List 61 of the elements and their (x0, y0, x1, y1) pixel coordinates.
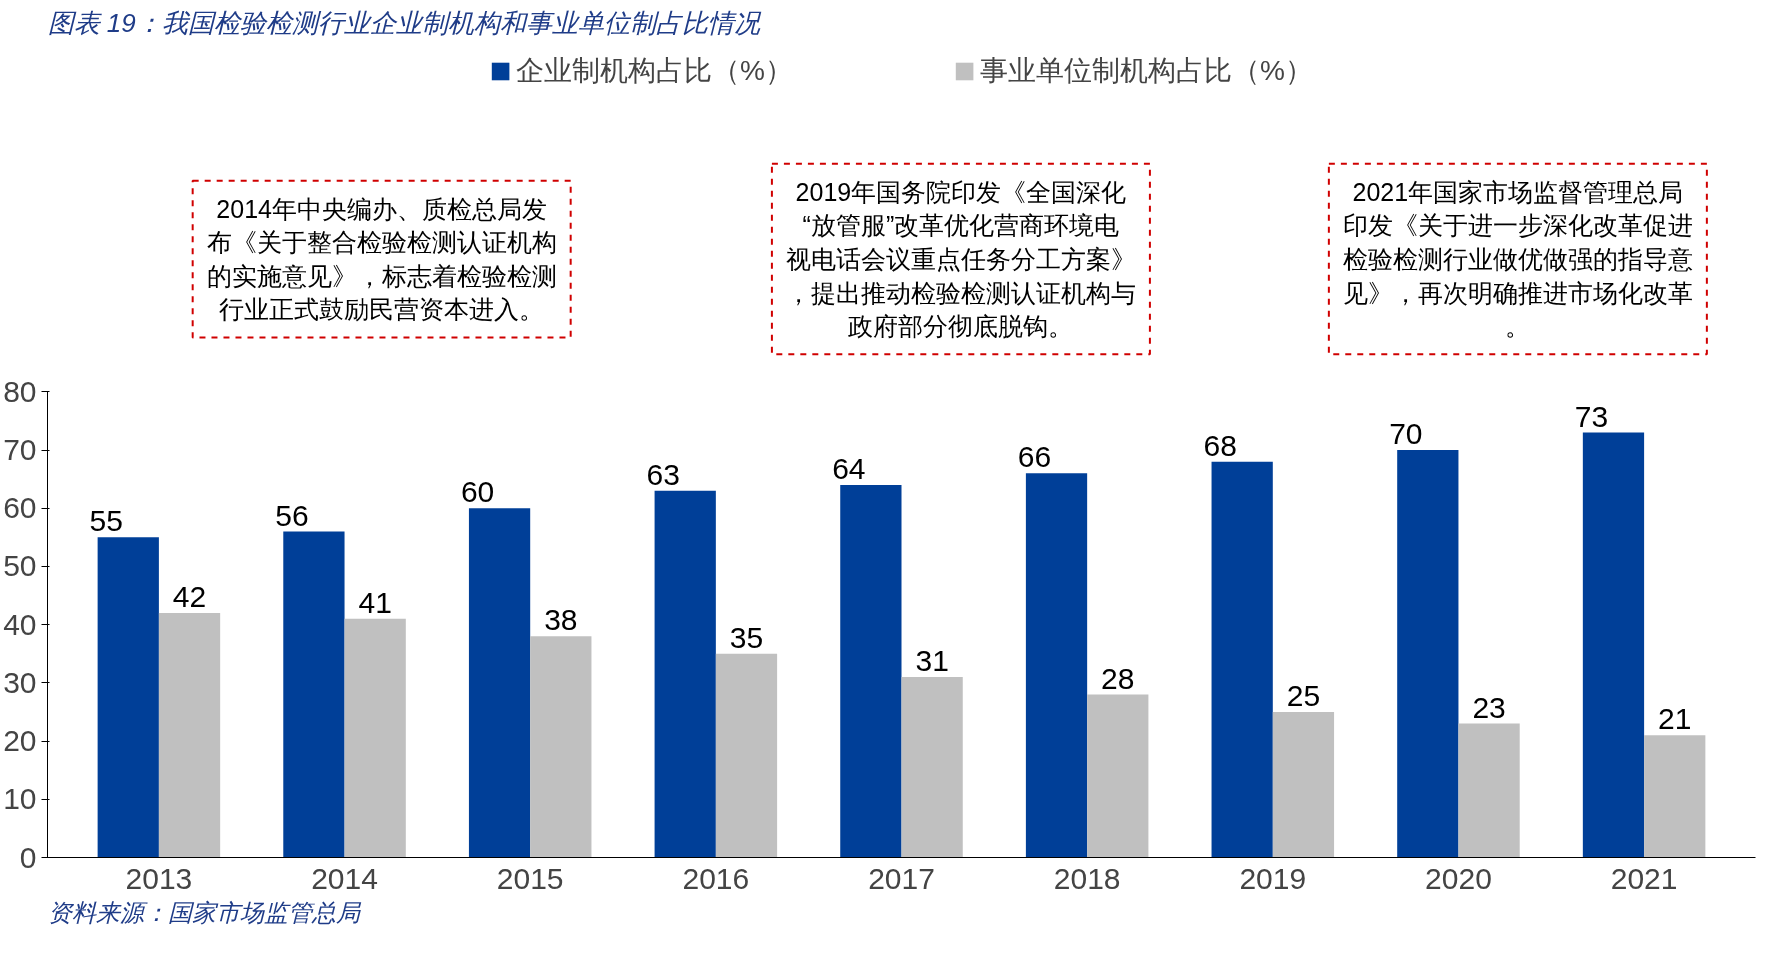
x-tick-label: 2020 (1425, 861, 1492, 895)
bar (1211, 461, 1273, 858)
data-label: 41 (358, 585, 392, 619)
y-tick-label: 30 (3, 665, 37, 699)
y-tick-label: 50 (3, 549, 37, 583)
text: 2021年国家市场监督管理总局印发《关于进一步深化改革促进检验检测行业做优做强的指导意见》，再次明确推进市场化改革。 (1342, 177, 1693, 341)
legend-label: 事业单位制机构占比（%） (980, 54, 1313, 88)
data-label: 31 (915, 644, 949, 678)
bar (97, 537, 159, 858)
y-tick-label: 80 (3, 374, 37, 408)
text: 资料来源：国家市场监管总局 (47, 898, 362, 926)
bar (715, 653, 778, 858)
bar (1087, 694, 1149, 858)
bar (840, 484, 902, 858)
chart-title: 图表 19：我国检验检测行业企业制机构和事业单位制占比情况 (47, 7, 762, 38)
bar (1397, 450, 1459, 858)
data-label: 68 (1203, 428, 1237, 462)
bar (654, 490, 716, 858)
x-tick-label: 2019 (1239, 861, 1307, 895)
y-tick-label: 20 (3, 724, 37, 758)
data-label: 73 (1574, 399, 1609, 433)
bar (283, 531, 345, 858)
text: 2014年中央编办、质检总局发布《关于整合检验检测认证机构的实施意见》，标志着检验检测行业正式鼓励民营资本进入。 (206, 194, 557, 324)
x-tick-label: 2015 (496, 861, 564, 895)
y-tick-label: 0 (19, 840, 37, 874)
data-label: 23 (1472, 690, 1506, 724)
y-tick-label: 70 (3, 433, 37, 466)
data-label: 21 (1658, 702, 1692, 736)
bar (158, 613, 221, 858)
bar (1025, 473, 1088, 858)
data-label: 28 (1101, 661, 1135, 695)
text: 2019年国务院印发《全国深化“放管服”改革优化营商环境电视电话会议重点任务分工方案》，提出推动检验检测认证机构与政府部分彻底脱钩。 (785, 177, 1136, 341)
data-label: 56 (275, 498, 309, 532)
x-tick-label: 2016 (682, 861, 750, 895)
y-tick-label: 40 (3, 607, 37, 641)
data-label: 60 (460, 475, 495, 509)
data-label: 35 (729, 620, 764, 654)
legend-label: 企业制机构占比（%） (516, 54, 793, 88)
bar (1644, 735, 1706, 858)
x-tick-label: 2013 (125, 861, 193, 895)
y-tick-label: 10 (3, 782, 37, 816)
y-tick-label: 60 (3, 491, 37, 525)
bar (1272, 711, 1335, 858)
x-tick-label: 2014 (311, 861, 378, 895)
x-tick-label: 2021 (1610, 861, 1678, 895)
bar (530, 636, 592, 858)
data-label: 66 (1017, 440, 1052, 474)
x-tick-label: 2017 (868, 861, 935, 895)
data-label: 55 (89, 504, 123, 538)
x-tick-label: 2018 (1053, 861, 1121, 895)
bar (468, 508, 531, 858)
bar (1458, 723, 1520, 858)
bar (1582, 432, 1645, 858)
data-label: 42 (172, 580, 207, 613)
data-label: 38 (544, 603, 578, 637)
data-label: 63 (646, 457, 680, 491)
bar (901, 677, 963, 858)
bar (344, 618, 406, 858)
data-label: 70 (1389, 417, 1423, 450)
data-label: 25 (1286, 678, 1321, 712)
data-label: 64 (832, 451, 866, 485)
